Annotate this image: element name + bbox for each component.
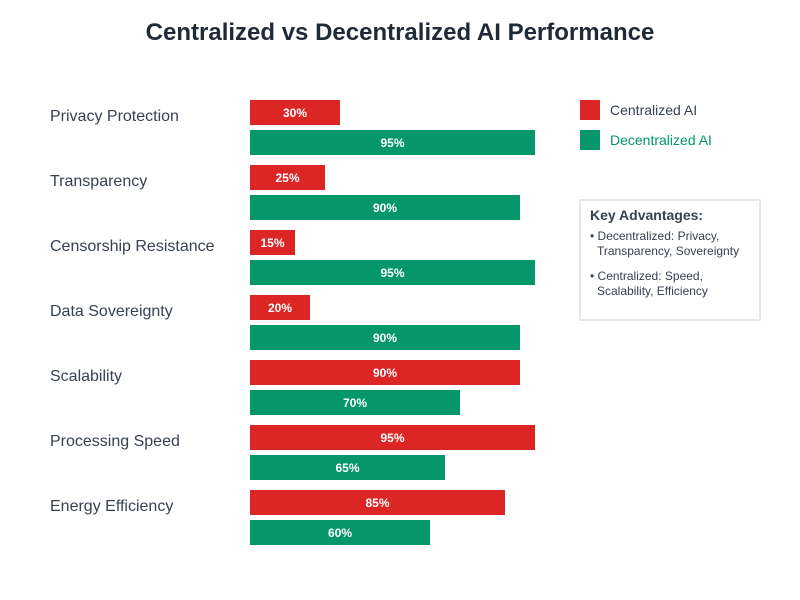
bar-decentralized — [250, 520, 430, 545]
bar-value-label: 15% — [260, 236, 284, 250]
bar-decentralized — [250, 455, 445, 480]
category-label: Data Sovereignty — [50, 303, 173, 320]
key-item-1-line2: Transparency, Sovereignty — [597, 244, 739, 258]
category-label: Scalability — [50, 368, 122, 385]
bar-value-label: 90% — [373, 331, 397, 345]
bars: Privacy Protection 30% 95% Transparency 25% 9… — [50, 100, 535, 545]
category-label: Censorship Resistance — [50, 238, 215, 255]
bar-value-label: 60% — [328, 526, 352, 540]
bar-centralized — [250, 490, 505, 515]
bar-value-label: 85% — [365, 496, 389, 510]
key-box-title: Key Advantages: — [590, 207, 703, 223]
bar-decentralized — [250, 260, 535, 285]
bar-value-label: 90% — [373, 366, 397, 380]
bar-value-label: 90% — [373, 201, 397, 215]
bar-value-label: 95% — [380, 431, 404, 445]
bar-value-label: 70% — [343, 396, 367, 410]
bar-value-label: 95% — [380, 136, 404, 150]
legend-swatch — [580, 130, 600, 150]
bar-decentralized — [250, 325, 520, 350]
bar-centralized — [250, 230, 295, 255]
bar-centralized — [250, 295, 310, 320]
bar-value-label: 95% — [380, 266, 404, 280]
bar-value-label: 20% — [268, 301, 292, 315]
bar-decentralized — [250, 390, 460, 415]
bar-centralized — [250, 425, 535, 450]
bar-centralized — [250, 165, 325, 190]
bar-value-label: 25% — [275, 171, 299, 185]
key-item-2-line1: • Centralized: Speed, — [590, 269, 703, 283]
key-item-2-line2: Scalability, Efficiency — [597, 284, 708, 298]
category-label: Energy Efficiency — [50, 498, 173, 515]
chart-title: Centralized vs Decentralized AI Performa… — [146, 19, 655, 46]
bar-value-label: 30% — [283, 106, 307, 120]
bar-centralized — [250, 100, 340, 125]
category-label: Transparency — [50, 173, 147, 190]
category-label: Processing Speed — [50, 433, 180, 450]
legend-label: Decentralized AI — [610, 132, 712, 148]
category-label: Privacy Protection — [50, 108, 179, 125]
key-item-1-line1: • Decentralized: Privacy, — [590, 229, 719, 243]
legend-swatch — [580, 100, 600, 120]
legend: Centralized AI Decentralized AI — [580, 100, 712, 150]
key-advantages-box: Key Advantages: • Decentralized: Privacy… — [579, 199, 761, 321]
legend-label: Centralized AI — [610, 102, 697, 118]
bar-decentralized — [250, 130, 535, 155]
bar-decentralized — [250, 195, 520, 220]
bar-value-label: 65% — [335, 461, 359, 475]
bar-centralized — [250, 360, 520, 385]
